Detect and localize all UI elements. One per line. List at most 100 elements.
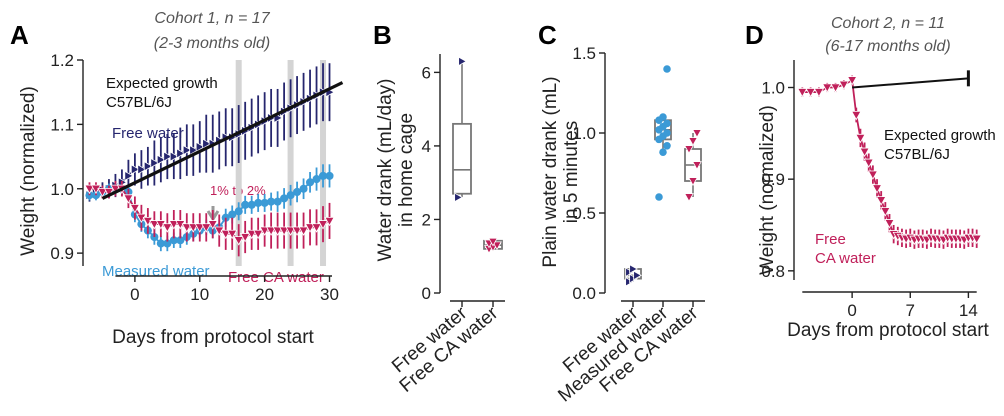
- panel-d: D Cohort 2, n = 11 (6-17 months old) Day…: [745, 15, 996, 341]
- panel-a: A Cohort 1, n = 17 (2-3 months old) Days…: [10, 10, 344, 348]
- panel-c-point: [659, 148, 667, 156]
- panel-c: C Plain water drank (mL) in 5 minutes 0.…: [538, 20, 705, 406]
- panel-a-free-ca-water-data-point: [311, 223, 322, 233]
- panel-d-xlabel: Days from protocol start: [787, 320, 989, 341]
- panel-a-free-water-data-point: [195, 141, 206, 153]
- panel-d-free-ca-water-data-point: [871, 184, 883, 194]
- panel-a-free-water-data-point: [130, 164, 141, 175]
- panel-a-free-water-data-point: [163, 151, 173, 162]
- panel-d-annot-ca-water: CA water: [815, 250, 876, 267]
- panel-a-measured-water-data-point: [254, 198, 263, 207]
- panel-a-free-ca-water-data-point: [194, 223, 205, 233]
- panel-d-ylabel: Weight (normalized): [757, 105, 778, 275]
- panel-a-free-ca-water-data-point: [278, 226, 290, 236]
- panel-a-annot-measured-water: Measured water: [102, 263, 210, 280]
- panel-label-b: B: [373, 20, 392, 50]
- panel-d-header-line1: Cohort 2, n = 11: [831, 15, 945, 32]
- panel-a-free-water-data-point: [156, 154, 167, 165]
- panel-a-y-tick-label: 0.9: [50, 244, 74, 263]
- panel-c-point: [655, 193, 663, 201]
- panel-b-y-tick-label: 4: [422, 137, 431, 156]
- panel-a-measured-water-data-point: [273, 197, 282, 206]
- panel-b-point: [454, 192, 464, 203]
- panel-b-y-tick-label: 6: [422, 63, 431, 82]
- panel-d-y-tick-label: 1.0: [761, 79, 785, 98]
- panel-a-free-ca-water-data-point: [291, 226, 303, 236]
- panel-a-measured-water-data-point: [325, 171, 334, 180]
- panel-c-point: [663, 65, 671, 73]
- panel-a-free-ca-water-data-point: [201, 223, 212, 233]
- panel-a-free-ca-water-data-point: [298, 226, 309, 236]
- panel-a-measured-water-data-point: [169, 236, 178, 245]
- panel-a-free-ca-water-data-point: [324, 216, 335, 227]
- panel-a-free-ca-water-data-point: [220, 229, 231, 240]
- panel-a-free-ca-water-data-point: [149, 220, 160, 230]
- panel-d-free-ca-water-data-point: [851, 111, 862, 121]
- panel-a-free-ca-water-data-point: [233, 236, 244, 246]
- panel-a-measured-water-data-point: [299, 184, 308, 193]
- panel-a-measured-water-data-point: [293, 187, 302, 197]
- panel-d-y-tick-label: 0.8: [761, 262, 785, 281]
- panel-a-free-ca-water-data-point: [207, 220, 218, 230]
- panel-a-measured-water-data-point: [228, 210, 237, 219]
- panel-b-point: [488, 237, 498, 247]
- panel-d-free-ca-water-data-point: [797, 88, 808, 98]
- panel-label-a: A: [10, 20, 29, 50]
- panel-a-y-tick-label: 1.1: [50, 115, 74, 134]
- panel-c-point: [663, 119, 671, 128]
- panel-a-measured-water-data-point: [306, 178, 315, 187]
- panel-a-annot-c57: C57BL/6J: [106, 94, 172, 111]
- panel-a-xlabel: Days from protocol start: [112, 327, 314, 348]
- panel-a-free-water-data-point: [169, 151, 180, 162]
- panel-b: B Water drank (mL/day) in home cage 0 2 4 6…: [373, 20, 505, 397]
- panel-a-free-ca-water-data-point: [239, 233, 251, 243]
- panel-c-point: [688, 177, 698, 187]
- panel-d-x-tick-label: 0: [847, 301, 856, 320]
- panel-a-free-water-data-point: [202, 138, 212, 149]
- panel-b-point: [492, 241, 502, 251]
- panel-a-measured-water-data-point: [286, 191, 295, 200]
- panel-c-ylabel-line1: Plain water drank (mL): [540, 76, 561, 267]
- panel-a-free-water-data-point: [137, 164, 147, 175]
- panel-a-y-tick-label: 1.2: [50, 51, 74, 70]
- panel-a-measured-water-data-point: [312, 175, 321, 184]
- panel-d-free-ca-water-data-point: [813, 88, 825, 98]
- panel-b-ylabel-line1: Water drank (mL/day): [375, 78, 396, 261]
- panel-d-expected-growth-line: [852, 77, 969, 89]
- panel-a-header-line2: (2-3 months old): [154, 35, 271, 52]
- panel-a-free-ca-water-data-point: [181, 223, 192, 233]
- panel-a-measured-water-data-point: [241, 200, 250, 209]
- panel-c-point: [659, 113, 667, 121]
- panel-d-free-ca-water-data-point: [971, 234, 982, 245]
- panel-d-free-ca-water-data-point: [863, 158, 874, 168]
- panel-c-point: [684, 193, 694, 203]
- panel-b-ylabel-line2: in home cage: [396, 113, 417, 227]
- panel-c-point: [629, 264, 639, 274]
- panel-a-free-ca-water-data-point: [227, 229, 238, 240]
- panel-d-annot-expected: Expected growth: [884, 127, 996, 144]
- panel-c-point: [692, 129, 702, 139]
- panel-a-free-ca-water-data-point: [84, 184, 95, 195]
- panel-c-point: [688, 137, 698, 147]
- panel-a-measured-water-data-point: [260, 198, 269, 207]
- panel-label-c: C: [538, 20, 557, 50]
- panel-c-point: [663, 142, 671, 150]
- panel-d-free-ca-water-data-point: [838, 80, 850, 91]
- panel-a-expected-growth-series-line: [101, 81, 344, 200]
- panel-a-x-tick-label: 30: [320, 285, 339, 304]
- panel-b-y-tick-label: 2: [422, 210, 431, 229]
- panel-a-measured-water-data-point: [176, 236, 185, 245]
- panel-c-y-tick-label: 0.0: [572, 284, 596, 303]
- panel-a-measured-water-data-point: [267, 197, 276, 206]
- panel-a-free-ca-water-data-point: [246, 229, 257, 240]
- panel-a-free-ca-water-data-point: [110, 184, 121, 195]
- panel-a-measured-water-data-point: [163, 239, 172, 248]
- panel-a-free-ca-water-data-point: [97, 187, 108, 198]
- panel-a-header-line1: Cohort 1, n = 17: [154, 10, 270, 27]
- panel-a-measured-water-data-point: [280, 194, 289, 203]
- panel-a-annot-free-ca-water: Free CA water: [228, 269, 324, 286]
- panel-a-measured-water-data-point: [156, 239, 165, 248]
- panel-a-free-water-data-point: [182, 144, 193, 156]
- panel-d-free-ca-water-data-point: [855, 133, 866, 144]
